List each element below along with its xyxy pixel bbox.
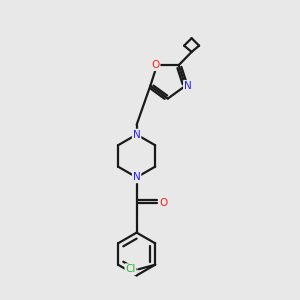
Text: N: N (184, 81, 192, 91)
Text: Cl: Cl (125, 264, 136, 274)
Text: O: O (152, 60, 160, 70)
Text: O: O (160, 198, 168, 208)
Text: N: N (133, 130, 140, 140)
Text: N: N (133, 172, 140, 182)
